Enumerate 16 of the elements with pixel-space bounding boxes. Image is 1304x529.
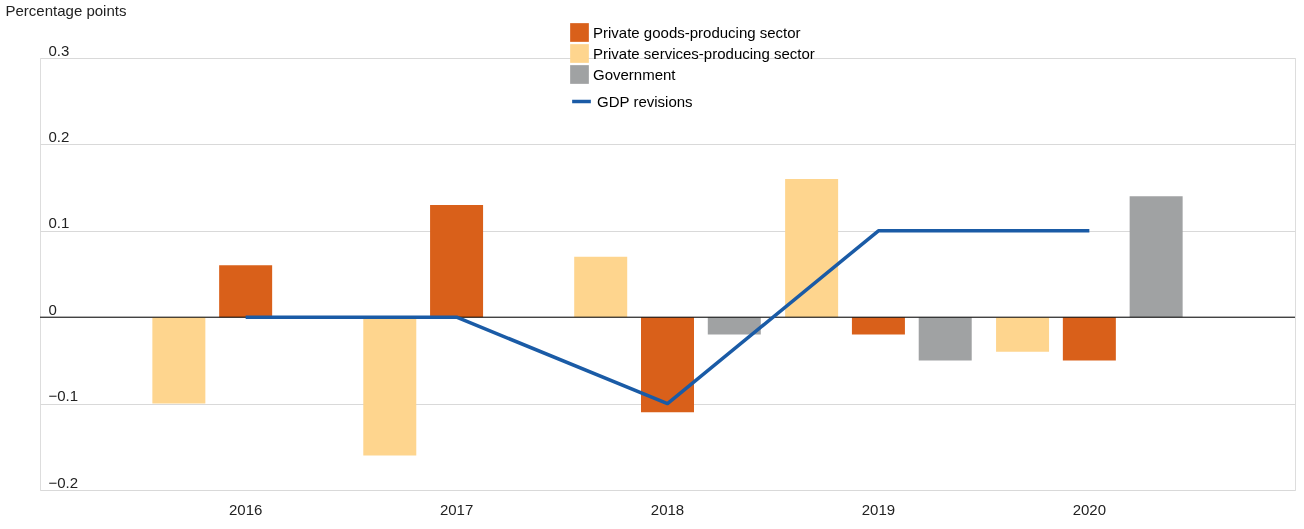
legend-label: Private goods-producing sector (593, 23, 801, 41)
y-axis-title: Percentage points (5, 1, 127, 19)
y-tick-label: 0 (48, 300, 57, 318)
legend-label: GDP revisions (597, 92, 693, 110)
y-tick-label: −0.1 (48, 387, 79, 405)
x-tick-label: 2018 (650, 500, 685, 518)
legend-label: Private services-producing sector (593, 44, 815, 62)
legend-label: Government (593, 65, 677, 83)
x-tick-label: 2019 (861, 500, 896, 518)
x-tick-label: 2017 (439, 500, 474, 518)
y-tick-label: 0.3 (48, 41, 70, 59)
x-tick-label: 2020 (1072, 500, 1107, 518)
y-tick-label: 0.1 (48, 214, 70, 232)
y-tick-label: −0.2 (48, 473, 79, 491)
y-tick-label: 0.2 (48, 127, 70, 145)
x-tick-label: 2016 (228, 500, 263, 518)
